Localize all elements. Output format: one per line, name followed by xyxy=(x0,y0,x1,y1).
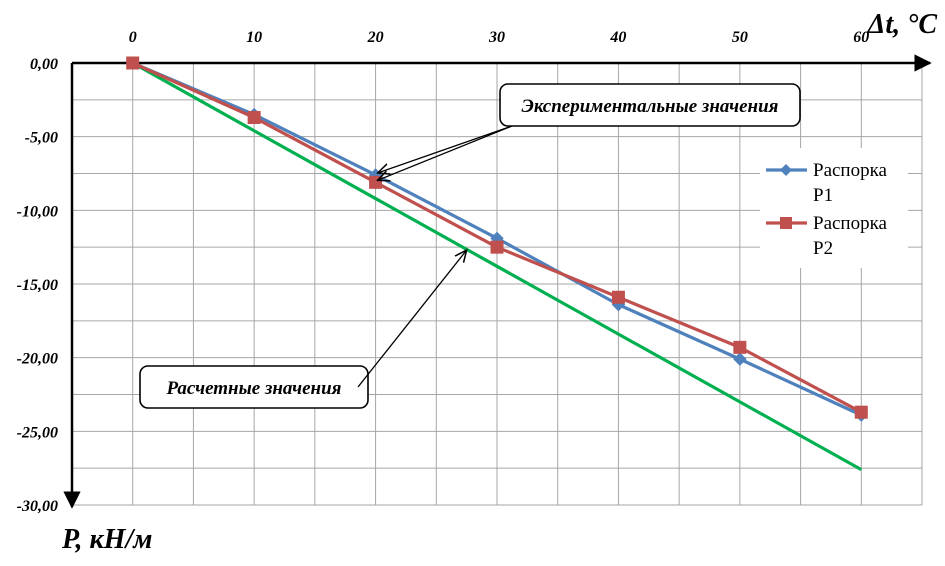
annotation-experimental: Экспериментальные значения xyxy=(522,96,779,117)
annotation-box-calculated xyxy=(139,365,369,409)
series-2-point xyxy=(490,240,504,254)
series-1-point xyxy=(733,352,747,366)
y-tick-label: -20,00 xyxy=(17,351,58,368)
x-tick-label: 30 xyxy=(488,29,505,46)
grid xyxy=(72,63,923,506)
annotation-box-experimental xyxy=(499,83,801,127)
series xyxy=(126,56,868,472)
x-tick-label: 0 xyxy=(129,29,137,46)
legend-marker-diamond xyxy=(780,164,792,176)
y-tick-label: 0,00 xyxy=(30,56,58,73)
series-2-point xyxy=(611,290,625,304)
y-tick-label: -15,00 xyxy=(17,277,58,294)
annotation-arrow-calculated xyxy=(357,250,467,388)
x-tick-label: 10 xyxy=(246,29,262,46)
annotation-arrow-experimental xyxy=(378,125,513,173)
axes: 0 10 20 30 40 50 60 0,00 -5,00 -10,00 -15,00 -20,00… xyxy=(17,9,938,555)
series-2-point xyxy=(369,175,383,189)
annotation-calculated: Расчетные значения xyxy=(166,378,342,399)
y-tick-label: -25,00 xyxy=(17,424,58,441)
x-axis-title: Δt, °C xyxy=(867,9,938,40)
legend-label-2: Р2 xyxy=(813,238,833,259)
y-tick-label: -10,00 xyxy=(17,203,58,220)
series-2-point xyxy=(733,340,747,354)
annotation-arrow-experimental xyxy=(378,125,513,180)
legend-label-1: Р1 xyxy=(813,185,833,206)
legend: Распорка Р1 Распорка Р2 xyxy=(760,148,908,268)
y-tick-label: -30,00 xyxy=(17,498,58,515)
y-tick-label: -5,00 xyxy=(25,130,58,147)
legend-label-2: Распорка xyxy=(813,213,888,234)
x-tick-label: 50 xyxy=(732,29,748,46)
series-2-point xyxy=(854,405,868,419)
x-tick-label: 40 xyxy=(609,29,626,46)
series-2-point xyxy=(247,111,261,125)
series-line-3 xyxy=(131,61,863,472)
annotations: Экспериментальные значения Расчетные знач… xyxy=(139,83,801,409)
legend-marker-square xyxy=(780,217,792,229)
x-tick-label: 60 xyxy=(853,29,869,46)
y-axis-title: P, кН/м xyxy=(61,524,152,555)
x-tick-label: 20 xyxy=(367,29,384,46)
series-2-point xyxy=(126,56,140,70)
legend-label-1: Распорка xyxy=(813,160,888,181)
